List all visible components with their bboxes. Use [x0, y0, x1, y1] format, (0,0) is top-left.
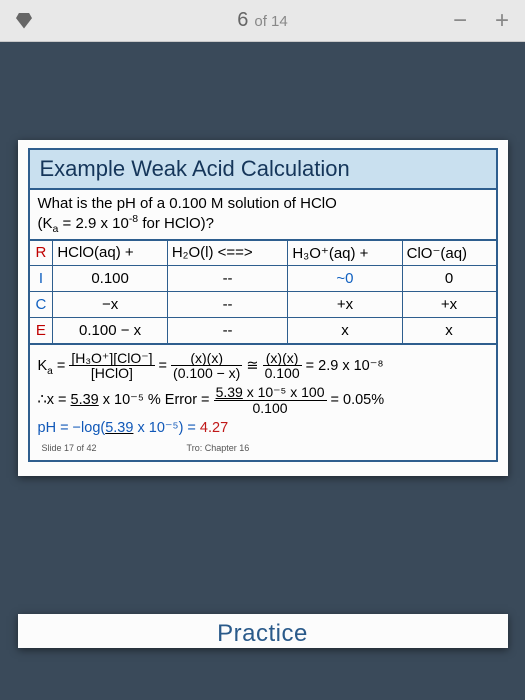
question-line2-post: for HClO)? [138, 215, 214, 232]
xval: 5.39 [71, 392, 99, 408]
ka-rhs: = 2.9 x 10⁻⁸ [306, 358, 384, 374]
slide-footnotes: Slide 17 of 42 Tro: Chapter 16 [38, 442, 488, 456]
row-r-label: R [29, 240, 53, 266]
x-and-error-line: ∴x = 5.39 x 10⁻⁵ % Error = 5.39 x 10⁻⁵ x… [38, 385, 488, 415]
err-frac: 5.39 x 10⁻⁵ x 100 0.100 [214, 385, 327, 415]
ka-expression-line: Ka = [H₃O⁺][ClO⁻] [HClO] = (x)(x) (0.100… [38, 351, 488, 381]
err-times: x 100 [286, 384, 324, 400]
pdf-toolbar: 6 of 14 − + [0, 0, 525, 42]
eq1: = [53, 358, 70, 374]
eq-reactant1: HClO(aq) + [53, 240, 167, 266]
ka-exp: -8 [129, 213, 138, 225]
frac3-den: 0.100 [263, 366, 302, 381]
document-viewport[interactable]: Example Weak Acid Calculation What is th… [0, 42, 525, 700]
slide-practice: Practice [18, 614, 508, 648]
next-slide-title: Practice [28, 620, 498, 648]
footnote-left: Slide 17 of 42 [42, 442, 97, 456]
question-line2-mid: = 2.9 x 10 [58, 215, 128, 232]
c-c1: −x [53, 292, 167, 318]
question-text: What is the pH of a 0.100 M solution of … [28, 188, 498, 239]
ice-table: R HClO(aq) + H₂O(l) <==> H₃O⁺(aq) + ClO⁻… [28, 239, 498, 345]
eq-product1: H₃O⁺(aq) + [288, 240, 402, 266]
eq-product2: ClO⁻(aq) [402, 240, 496, 266]
frac2-num: (x)(x) [171, 351, 242, 367]
frac3-num: (x)(x) [263, 351, 302, 367]
question-line1: What is the pH of a 0.100 M solution of … [38, 195, 337, 212]
eq2: = [159, 358, 172, 374]
approx-sym: ≅ [246, 358, 262, 374]
footnote-right: Tro: Chapter 16 [187, 442, 250, 456]
therefore: ∴x = [38, 392, 71, 408]
err-num1: 5.39 [216, 384, 243, 400]
slide-title: Example Weak Acid Calculation [40, 156, 486, 182]
frac2-den: (0.100 − x) [171, 366, 242, 381]
frac1: [H₃O⁺][ClO⁻] [HClO] [69, 351, 154, 381]
err-num-exp: x 10⁻⁵ [243, 384, 287, 400]
eq-reactant2: H₂O(l) <==> [167, 240, 287, 266]
bookmark-icon [16, 13, 32, 29]
calculation-block: Ka = [H₃O⁺][ClO⁻] [HClO] = (x)(x) (0.100… [28, 345, 498, 462]
ph-in1: 5.39 [105, 420, 133, 436]
slide-title-box: Example Weak Acid Calculation [28, 148, 498, 188]
ph-close: ) = [179, 420, 200, 436]
i-c1: 0.100 [53, 266, 167, 292]
row-i-label: I [29, 266, 53, 292]
e-c3: x [288, 318, 402, 344]
xexp: x 10⁻⁵ [99, 392, 144, 408]
i-c4: 0 [402, 266, 496, 292]
frac3: (x)(x) 0.100 [263, 351, 302, 381]
page-indicator: 6 of 14 [237, 9, 288, 32]
i-c2: -- [167, 266, 287, 292]
page-of-label: of 14 [254, 13, 287, 30]
err-den: 0.100 [214, 401, 327, 416]
ka-sym: K [38, 358, 48, 374]
zoom-out-button[interactable]: − [453, 7, 467, 35]
c-c4: +x [402, 292, 496, 318]
frac1-den: [HClO] [69, 366, 154, 381]
err-eq: = 0.05% [331, 392, 385, 408]
e-c4: x [402, 318, 496, 344]
row-e-label: E [29, 318, 53, 344]
err-label: % Error = [148, 392, 214, 408]
c-c2: -- [167, 292, 287, 318]
current-page: 6 [237, 9, 248, 32]
ph-pre: pH = −log( [38, 420, 106, 436]
c-c3: +x [288, 292, 402, 318]
i-c3: ~0 [288, 266, 402, 292]
err-num: 5.39 x 10⁻⁵ x 100 [214, 385, 327, 401]
row-c-label: C [29, 292, 53, 318]
ph-in-exp: x 10⁻⁵ [133, 420, 178, 436]
ph-line: pH = −log(5.39 x 10⁻⁵) = 4.27 [38, 417, 488, 439]
ph-value: 4.27 [200, 420, 228, 436]
e-c2: -- [167, 318, 287, 344]
zoom-in-button[interactable]: + [495, 7, 509, 35]
slide-weak-acid: Example Weak Acid Calculation What is th… [18, 140, 508, 476]
e-c1: 0.100 − x [53, 318, 167, 344]
frac2: (x)(x) (0.100 − x) [171, 351, 242, 381]
frac1-num: [H₃O⁺][ClO⁻] [69, 351, 154, 367]
question-line2-pre: (K [38, 215, 53, 232]
